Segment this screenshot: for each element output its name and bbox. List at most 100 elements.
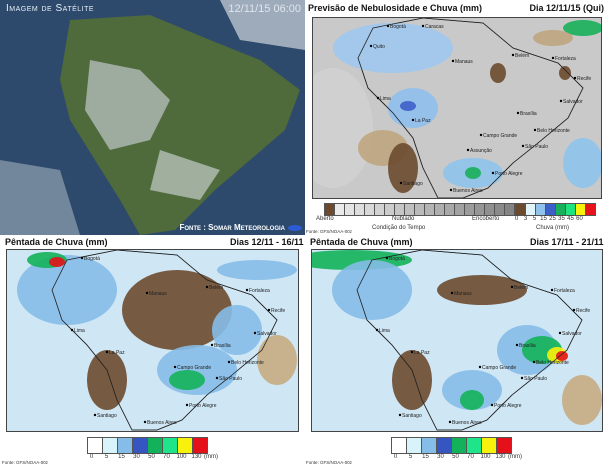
city-dot <box>449 188 453 192</box>
city-label: Recife <box>576 308 590 314</box>
somar-logo-icon <box>288 225 302 231</box>
pentad2-swatch <box>466 437 482 454</box>
pentad2-legend <box>391 437 512 454</box>
city-label: Quito <box>373 44 385 50</box>
city-dot <box>210 343 214 347</box>
city-dot <box>491 171 495 175</box>
city-label: Salvador <box>257 331 277 337</box>
city-label: Campo Grande <box>482 365 516 371</box>
city-dot <box>93 413 97 417</box>
city-dot <box>551 56 555 60</box>
city-label: Porto Alegre <box>494 403 522 409</box>
pentad2-source: Fonte: GFS/NOAA-00z <box>306 460 353 465</box>
city-dot <box>215 376 219 380</box>
satellite-timestamp: 12/11/15 06:00 <box>228 3 301 15</box>
city-label: Fortaleza <box>554 288 575 294</box>
country-borders <box>356 250 583 431</box>
rain-area <box>87 350 127 410</box>
city-label: Santiago <box>97 413 117 419</box>
rain-area <box>122 270 232 350</box>
city-label: Bogotá <box>389 256 405 262</box>
city-dot <box>399 181 403 185</box>
pentad1-tick: 130 <box>191 454 202 460</box>
city-label: Salvador <box>563 99 583 105</box>
rain-area <box>559 66 571 80</box>
city-dot <box>479 133 483 137</box>
city-label: Bogotá <box>84 256 100 262</box>
pentad2-title: Pêntada de Chuva (mm) <box>310 237 413 247</box>
country-borders <box>51 250 278 431</box>
city-label: Santiago <box>402 413 422 419</box>
pentad2-tick: 100 <box>480 454 491 460</box>
pentad2-tick: 50 <box>452 454 459 460</box>
forecast-source: Fonte: GFS/NOAA-00z <box>306 229 353 234</box>
rain-area <box>257 335 297 385</box>
pentad2-swatch <box>496 437 512 454</box>
city-dot <box>185 403 189 407</box>
rain-legend-ticks: 0 3 5 15 25 35 45 60 <box>512 216 584 222</box>
rain-area <box>533 30 573 46</box>
pentad2-swatch <box>421 437 437 454</box>
rain-legend <box>515 203 596 216</box>
city-label: São Paulo <box>525 144 548 150</box>
city-dot <box>451 59 455 63</box>
satellite-image: Imagem de Satélite 12/11/15 06:00 Fonte … <box>0 0 305 235</box>
pentad1-swatch <box>192 437 208 454</box>
pentad2-tick: 30 <box>437 454 444 460</box>
rain-tick: 3 <box>523 216 528 222</box>
city-dot <box>205 285 209 289</box>
satellite-map <box>0 0 305 235</box>
city-dot <box>369 44 373 48</box>
city-label: São Paulo <box>219 376 242 382</box>
city-label: La Paz <box>109 350 125 356</box>
city-dot <box>448 420 452 424</box>
city-label: Porto Alegre <box>495 171 523 177</box>
pentad1-legend <box>87 437 208 454</box>
condition-legend <box>324 203 525 216</box>
rain-area <box>332 260 412 320</box>
rain-area <box>437 275 527 305</box>
pentad2-swatch <box>391 437 407 454</box>
rain-area <box>169 370 205 390</box>
city-label: Belém <box>209 285 223 291</box>
city-label: Brasília <box>520 111 537 117</box>
city-label: Lima <box>74 328 85 334</box>
forecast-date: Dia 12/11/15 (Qui) <box>529 3 604 13</box>
legend-unit: (mm) <box>204 454 218 460</box>
city-label: Manaus <box>454 291 472 297</box>
city-dot <box>385 256 389 260</box>
pentad1-swatch <box>162 437 178 454</box>
city-dot <box>70 328 74 332</box>
pentad1-map: Bogotá Manaus Belém Fortaleza Recife Salvador… <box>6 249 299 432</box>
pentad1-swatch <box>132 437 148 454</box>
rain-area <box>556 351 568 361</box>
pentad2-swatch <box>481 437 497 454</box>
rain-area <box>313 68 373 188</box>
city-dot <box>558 331 562 335</box>
city-dot <box>515 343 519 347</box>
city-dot <box>227 360 231 364</box>
pentad1-swatch <box>177 437 193 454</box>
city-dot <box>516 111 520 115</box>
pentad1-swatch <box>117 437 133 454</box>
city-label: Campo Grande <box>483 133 517 139</box>
city-label: Belém <box>515 53 529 59</box>
city-label: Assunção <box>470 148 492 154</box>
legend-unit: (mm) <box>508 454 522 460</box>
city-dot <box>105 350 109 354</box>
city-label: Fortaleza <box>555 56 576 62</box>
rain-tick: 0 <box>514 216 519 222</box>
city-dot <box>572 308 576 312</box>
pentad1-dates: Dias 12/11 - 16/11 <box>230 237 304 247</box>
rain-area <box>465 167 481 179</box>
rain-area <box>490 63 506 83</box>
city-dot <box>573 76 577 80</box>
rain-area <box>49 257 65 267</box>
city-label: São Paulo <box>524 376 547 382</box>
city-label: Campo Grande <box>177 365 211 371</box>
pentad2-swatch <box>451 437 467 454</box>
pentad1-tick: 100 <box>176 454 187 460</box>
pentad1-swatch <box>102 437 118 454</box>
pentad1-tick: 0 <box>89 454 94 460</box>
satellite-source: Fonte : Somar Meteorologia <box>179 223 285 232</box>
